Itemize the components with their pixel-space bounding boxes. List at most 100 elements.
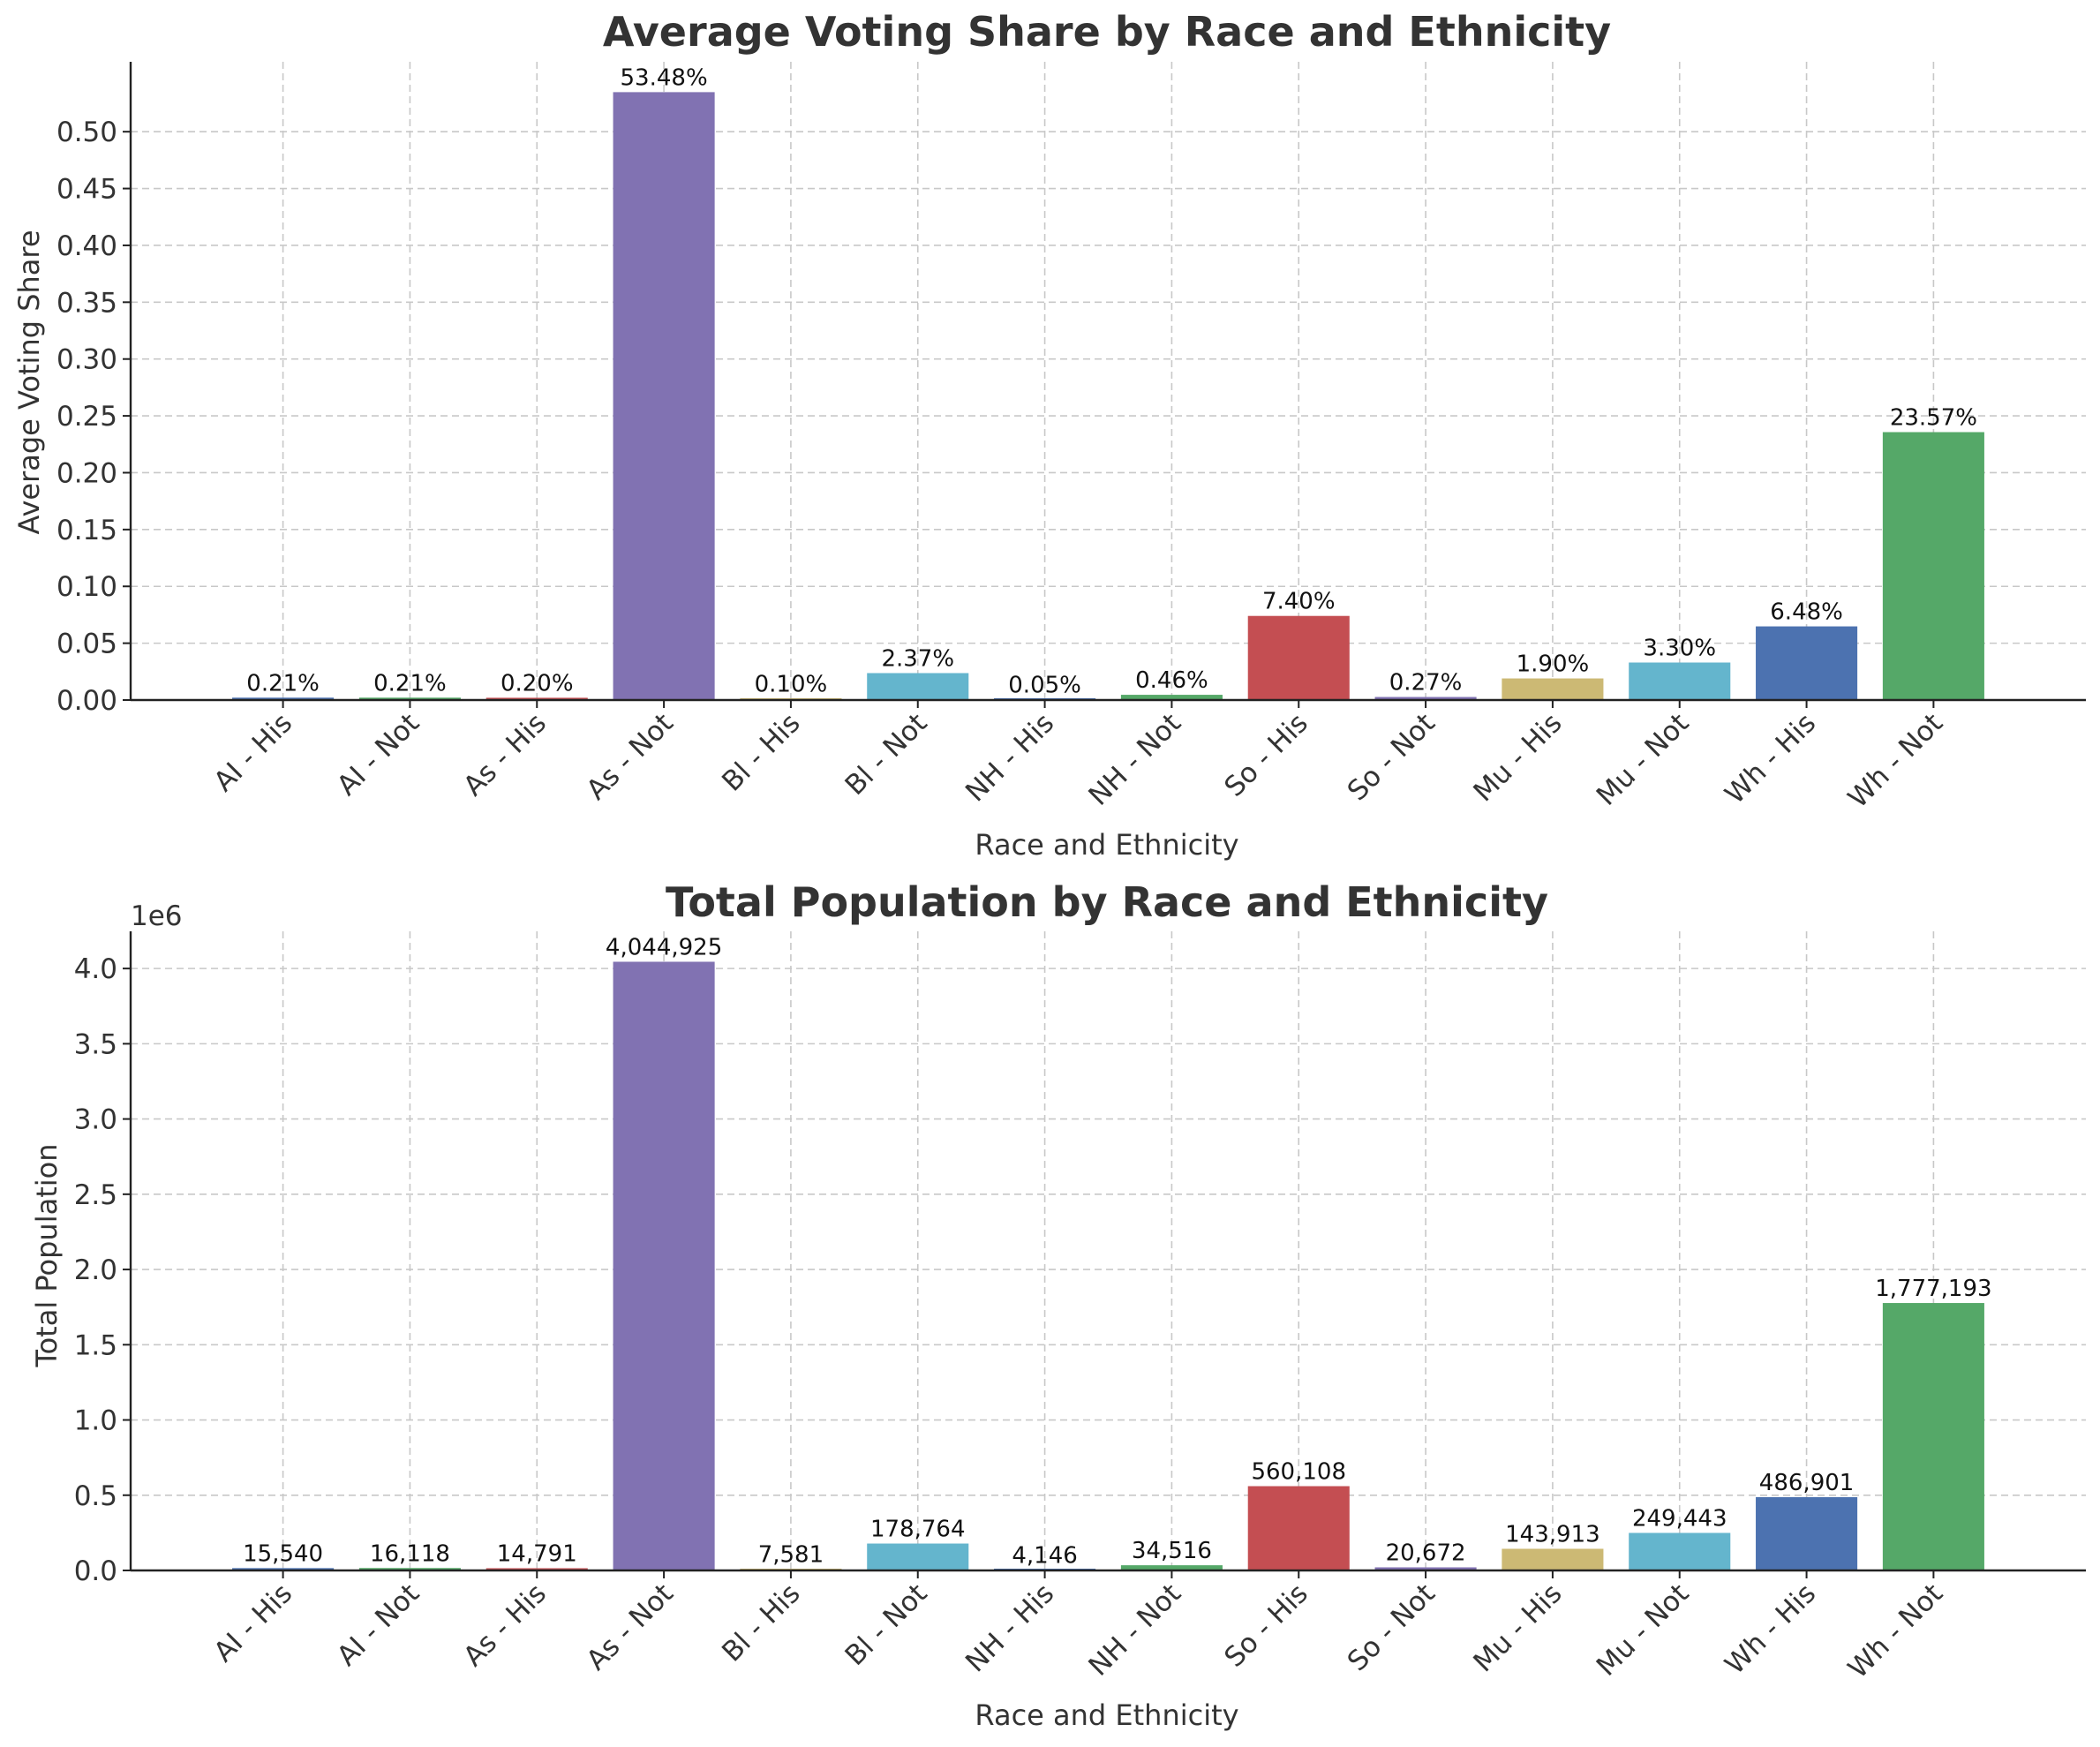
bar [1374,697,1477,700]
bar [613,961,715,1570]
x-tick-label: Mu - His [1467,707,1568,808]
bar [1247,615,1350,700]
y-tick-label: 0.05 [56,629,117,660]
bar [485,1568,588,1570]
chart-title: Total Population by Race and Ethnicity [666,878,1548,926]
y-tick-label: 1.0 [74,1405,117,1437]
bar [485,697,588,700]
x-tick-label: AI - His [207,1578,298,1668]
bar [1882,432,1984,700]
x-tick-label: NH - His [960,1578,1060,1678]
y-tick-label: 0.00 [56,685,117,717]
y-tick-label: 0.50 [56,117,117,148]
bar [867,1543,969,1570]
x-tick-label: Wh - His [1719,707,1822,810]
data-label: 1,777,193 [1875,1276,1991,1302]
x-tick-label: AI - Not [331,1578,425,1672]
y-ticks: 0.0 0.5 1.0 1.5 2.0 2.5 3.0 3.5 4.0 [74,953,131,1587]
y-tick-label: 0.5 [74,1480,117,1512]
x-tick-label: Wh - Not [1842,707,1949,814]
data-label: 0.05% [1008,672,1081,698]
data-label: 560,108 [1251,1459,1346,1486]
x-tick-label: Wh - Not [1842,1578,1949,1684]
data-label: 3.30% [1643,636,1716,662]
gridlines [131,931,2086,1571]
y-tick-label: 2.0 [74,1254,117,1286]
x-tick-label: As - His [457,707,553,802]
axes [129,62,2086,702]
y-tick-label: 4.0 [74,953,117,985]
bar [1247,1486,1350,1570]
bar [613,92,715,700]
data-labels: 15,540 16,118 14,791 4,044,925 7,581 178,764 4… [243,934,1991,1569]
bar [1756,1496,1858,1570]
voting-share-chart: Average Voting Share by Race and Ethnici… [12,8,2086,862]
x-axis-label: Race and Ethnicity [975,828,1238,862]
data-label: 178,764 [870,1517,966,1543]
data-label: 4,146 [1012,1542,1077,1569]
bar [358,697,461,700]
data-label: 0.27% [1389,670,1463,697]
data-labels: 0.21% 0.21% 0.20% 53.48% 0.10% 2.37% 0.05% 0.46… [246,64,1977,698]
y-tick-label: 0.45 [56,174,117,206]
data-label: 486,901 [1759,1470,1855,1496]
x-axis-label: Race and Ethnicity [975,1698,1238,1732]
y-tick-label: 0.25 [56,401,117,433]
data-label: 0.21% [373,670,447,697]
x-tick-label: Bl - His [716,1578,806,1668]
data-label: 0.10% [755,672,828,698]
y-tick-label: 0.40 [56,230,117,262]
y-tick-label: 0.15 [56,515,117,546]
x-tick-label: Bl - His [716,707,806,797]
data-label: 6.48% [1770,599,1843,626]
bar [358,1568,461,1570]
y-tick-label: 1.5 [74,1329,117,1361]
data-label: 7.40% [1262,589,1336,615]
data-label: 14,791 [497,1540,577,1567]
population-chart: Total Population by Race and Ethnicity T… [30,878,2086,1732]
y-tick-label: 3.0 [74,1104,117,1136]
y-tick-label: 3.5 [74,1028,117,1060]
x-tick-label: Mu - Not [1591,1578,1696,1683]
bar [1374,1567,1477,1570]
chart-title: Average Voting Share by Race and Ethnici… [603,8,1611,56]
x-tick-label: As - Not [581,707,680,806]
y-tick-label: 0.10 [56,571,117,603]
y-tick-label: 0.20 [56,457,117,489]
x-tick-label: So - His [1218,707,1314,803]
y-axis-label: Average Voting Share [12,230,46,534]
data-label: 2.37% [881,645,954,672]
data-label: 0.21% [246,670,320,697]
x-tick-label: AI - Not [331,707,425,802]
data-label: 20,672 [1386,1540,1466,1566]
x-tick-label: So - Not [1342,1578,1441,1677]
data-label: 16,118 [370,1540,450,1567]
x-tick-label: Wh - His [1719,1578,1822,1681]
x-tick-label: NH - Not [1082,707,1187,812]
bar [1882,1303,1984,1570]
bar [1629,662,1731,700]
y-axis-multiplier: 1e6 [131,900,183,932]
bar [867,673,969,700]
x-tick-label: So - His [1218,1578,1314,1674]
bar [1120,695,1223,700]
x-tick-label: Bl - Not [839,1578,934,1672]
data-label: 23.57% [1890,405,1977,432]
y-tick-label: 0.35 [56,287,117,319]
y-ticks: 0.00 0.05 0.10 0.15 0.20 0.25 0.30 0.35 0.40 0.45… [56,117,131,717]
x-tick-label: Mu - His [1467,1578,1568,1678]
bars [232,92,1984,700]
y-tick-label: 0.30 [56,344,117,376]
bar [232,1568,335,1570]
data-label: 4,044,925 [606,934,722,960]
data-label: 0.20% [501,670,574,697]
x-tick-label: NH - Not [1082,1578,1187,1683]
x-tick-label: As - Not [581,1578,680,1676]
x-tick-label: Bl - Not [839,707,934,802]
x-ticks: AI - His AI - Not As - His As - Not Bl - His… [207,700,1949,814]
x-tick-label: AI - His [207,707,298,798]
data-label: 143,913 [1505,1521,1600,1547]
y-tick-label: 2.5 [74,1179,117,1211]
bar [1120,1565,1223,1570]
